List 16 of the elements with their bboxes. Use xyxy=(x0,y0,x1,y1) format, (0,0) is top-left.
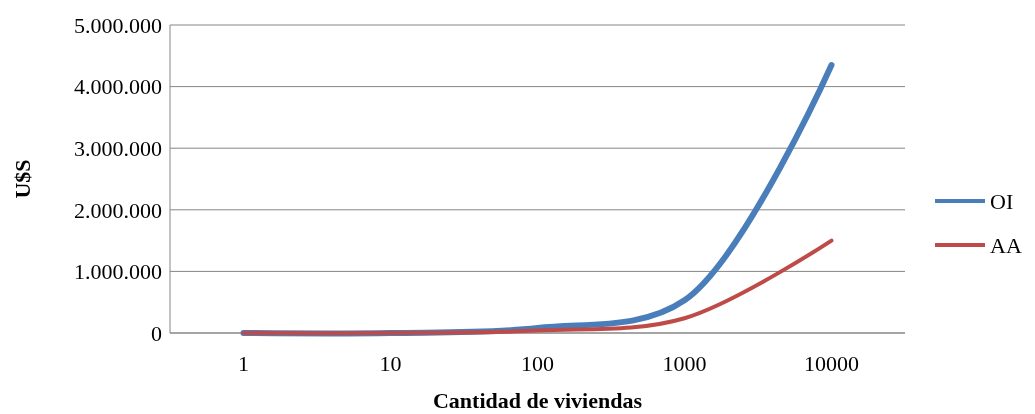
x-tick-label: 10 xyxy=(379,351,402,376)
y-tick-label: 3.000.000 xyxy=(74,135,162,161)
x-tick-label: 100 xyxy=(521,351,554,376)
legend-label: AA xyxy=(990,232,1022,258)
y-tick-label: 0 xyxy=(151,320,162,346)
y-axis-title: U$S xyxy=(10,159,35,199)
line-series xyxy=(241,238,834,336)
y-tick-label: 4.000.000 xyxy=(74,74,162,100)
y-tick-label: 1.000.000 xyxy=(74,259,162,285)
x-tick-label: 1000 xyxy=(662,351,707,376)
y-tick-label: 2.000.000 xyxy=(74,197,162,223)
x-tick-label: 1 xyxy=(238,351,249,376)
y-tick-label: 5.000.000 xyxy=(74,12,162,38)
x-tick-label: 10000 xyxy=(804,351,859,376)
x-axis-title: Cantidad de viviendas xyxy=(432,388,643,413)
legend-label: OI xyxy=(990,188,1014,214)
